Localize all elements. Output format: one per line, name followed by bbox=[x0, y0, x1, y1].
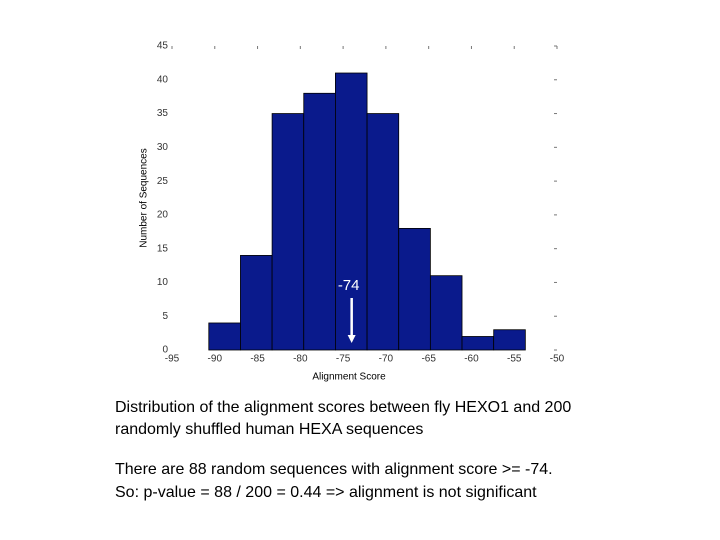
annotation-arrowhead bbox=[347, 335, 356, 343]
bar bbox=[366, 113, 400, 351]
x-tick-label: -85 bbox=[250, 354, 265, 365]
y-tick-label: 40 bbox=[157, 74, 169, 85]
bar bbox=[335, 72, 368, 351]
x-tick-label: -70 bbox=[379, 354, 394, 365]
bar bbox=[208, 322, 241, 351]
conclusion-line: So: p-value = 88 / 200 = 0.44 => alignme… bbox=[115, 484, 537, 501]
caption-line: randomly shuffled human HEXA sequences bbox=[115, 421, 423, 438]
y-axis-label: Number of Sequences bbox=[139, 148, 150, 248]
bar bbox=[398, 227, 431, 351]
y-tick-label: 25 bbox=[157, 176, 169, 187]
x-tick-label: -65 bbox=[421, 354, 436, 365]
bar bbox=[271, 113, 305, 351]
x-tick-label: -50 bbox=[550, 354, 565, 365]
bar bbox=[240, 255, 273, 351]
y-tick-label: 20 bbox=[157, 210, 169, 221]
bar bbox=[461, 336, 495, 351]
x-axis-label: Alignment Score bbox=[312, 372, 386, 383]
annotation-label: -74 bbox=[338, 277, 360, 294]
x-tick-label: -55 bbox=[507, 354, 522, 365]
bar bbox=[303, 92, 336, 351]
x-tick-label: -60 bbox=[464, 354, 479, 365]
y-tick-label: 10 bbox=[157, 277, 169, 288]
bar bbox=[429, 275, 463, 351]
y-tick-label: 15 bbox=[157, 243, 169, 254]
y-tick-label: 35 bbox=[157, 108, 169, 119]
y-tick-label: 0 bbox=[162, 345, 168, 356]
caption-line: Distribution of the alignment scores bet… bbox=[115, 399, 571, 416]
bar bbox=[493, 329, 526, 351]
y-tick-label: 30 bbox=[157, 142, 169, 153]
y-tick-label: 45 bbox=[157, 41, 169, 52]
x-tick-label: -90 bbox=[208, 354, 223, 365]
x-tick-label: -75 bbox=[336, 354, 351, 365]
x-tick-label: -80 bbox=[293, 354, 308, 365]
conclusion-line: There are 88 random sequences with align… bbox=[115, 461, 553, 478]
x-tick-label: -95 bbox=[165, 354, 180, 365]
y-tick-label: 5 bbox=[162, 311, 168, 322]
